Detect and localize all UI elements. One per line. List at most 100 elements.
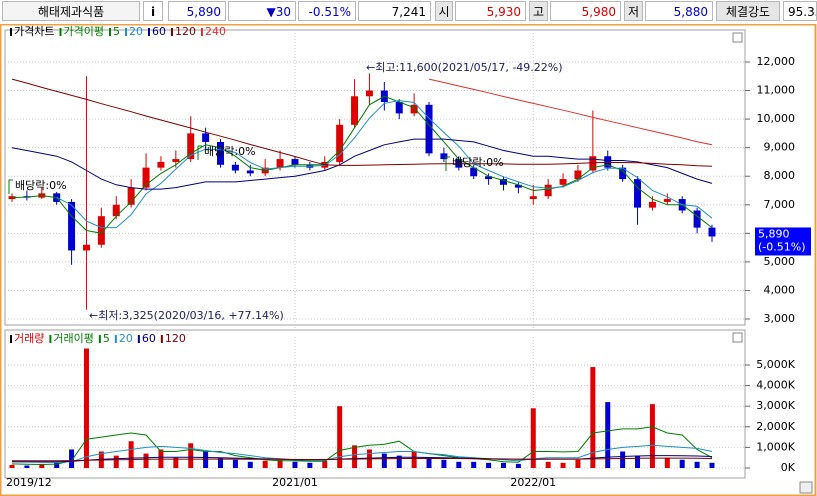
legend-swatch <box>114 335 117 343</box>
legend-swatch <box>200 28 203 36</box>
price-panel <box>4 29 746 326</box>
candle-body <box>395 101 403 114</box>
volume-bar <box>292 461 298 468</box>
volume-bar <box>709 462 715 468</box>
change-percent: -0.51% <box>298 1 356 21</box>
candle-body <box>589 156 597 171</box>
stock-name[interactable]: 해태제과식품 <box>2 1 140 21</box>
ma-line <box>11 426 713 466</box>
volume-bar <box>426 457 432 468</box>
open-price: 5,930 <box>455 1 526 21</box>
candle-body <box>112 204 120 217</box>
legend-swatch <box>59 28 62 36</box>
legend-label: 60 <box>142 332 156 345</box>
y-tick-label: 8,000 <box>764 169 796 182</box>
candle-body <box>499 179 507 185</box>
dividend-bracket <box>8 179 13 194</box>
high-label: 고 <box>529 1 548 21</box>
legend-label: 5 <box>113 25 120 38</box>
volume-bar <box>649 404 655 468</box>
volume-bar <box>69 449 75 468</box>
current-price: 5,890 <box>168 1 226 21</box>
volume-bar <box>307 462 313 468</box>
ma-line <box>11 138 713 190</box>
volume-bar <box>530 408 536 468</box>
price-box-label: 5,890 <box>758 227 790 240</box>
candle-body <box>97 216 105 245</box>
ma-line <box>428 78 713 146</box>
legend-swatch <box>98 335 101 343</box>
candle-body <box>8 196 16 200</box>
info-button[interactable]: i <box>143 1 163 21</box>
legend-label: 5 <box>103 332 110 345</box>
candle-body <box>142 167 150 188</box>
price-box-label: (-0.51%) <box>758 240 806 253</box>
legend-label: 60 <box>152 25 166 38</box>
volume-bar <box>545 461 551 468</box>
candle-body <box>619 167 627 180</box>
panel-button[interactable] <box>732 32 743 43</box>
legend-label: 120 <box>165 332 186 345</box>
volume-bar <box>411 451 417 468</box>
legend-label: 120 <box>175 25 196 38</box>
legend-swatch <box>170 28 173 36</box>
volume-bar <box>322 460 328 468</box>
volume-bar <box>173 457 179 468</box>
volume-bar <box>515 463 521 468</box>
annotation: 배당락:0% <box>15 179 67 192</box>
volume-bar <box>575 459 581 468</box>
legend-label: 20 <box>119 332 133 345</box>
candle-body <box>157 161 165 168</box>
volume-bar <box>396 455 402 468</box>
candle-body <box>485 176 493 180</box>
volume-bar <box>500 462 506 468</box>
volume-bar <box>128 441 134 468</box>
y-tick-label: 3,000 <box>764 312 796 325</box>
y-tick-label: 5,000 <box>764 255 796 268</box>
y-tick-label: 11,000 <box>757 84 796 97</box>
volume-bar <box>590 367 596 468</box>
x-tick-label: 2022/01 <box>510 476 556 489</box>
candle-body <box>604 156 612 168</box>
volume-bar <box>664 457 670 468</box>
volume-bar <box>247 461 253 468</box>
ma-line <box>12 455 713 463</box>
volume-bar <box>54 462 60 468</box>
volume: 7,241 <box>358 1 431 21</box>
scroll-button[interactable] <box>799 481 813 494</box>
low-label: 저 <box>624 1 643 21</box>
price-change: ▼30 <box>228 1 296 21</box>
x-tick-label: 2021/01 <box>272 476 318 489</box>
candle-body <box>514 184 522 188</box>
y-tick-label: 4,000 <box>764 283 796 296</box>
candle-body <box>574 170 582 180</box>
legend-swatch <box>108 28 111 36</box>
candle-body <box>291 159 299 165</box>
legend-label: 거래량 <box>14 332 44 345</box>
legend-swatch <box>10 335 12 343</box>
volume-bar <box>635 455 641 468</box>
ma-line <box>56 99 713 229</box>
y-tick-label: 3,000K <box>756 399 795 412</box>
low-price: 5,880 <box>645 1 713 21</box>
y-tick-label: 10,000 <box>757 112 796 125</box>
volume-bar <box>605 402 611 468</box>
volume-bar <box>203 451 209 468</box>
ma-line <box>11 444 713 463</box>
dividend-bracket <box>445 156 450 171</box>
dividend-bracket <box>197 145 202 160</box>
legend-label: 가격이평 <box>63 25 103 38</box>
y-tick-label: 12,000 <box>757 55 796 68</box>
candle-body <box>544 184 552 197</box>
volume-bar <box>471 461 477 468</box>
price-box <box>755 227 811 256</box>
annotation: ←최저:3,325(2020/03/16, +77.14%) <box>89 309 284 322</box>
candle-body <box>187 133 195 160</box>
volume-bar <box>352 445 358 468</box>
annotation: 배당락:0% <box>452 156 504 169</box>
volume-panel <box>4 329 746 479</box>
legend-label: 240 <box>205 25 226 38</box>
candle-body <box>440 153 448 160</box>
panel-button[interactable] <box>732 332 743 343</box>
volume-bar <box>694 461 700 468</box>
